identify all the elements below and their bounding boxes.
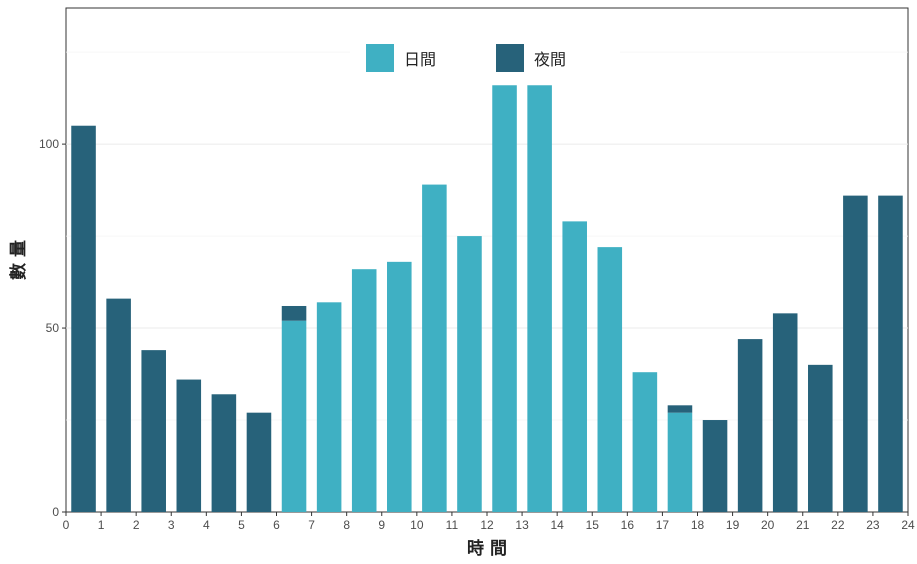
bar-night-3 <box>176 379 202 512</box>
bar-day-16 <box>632 372 658 512</box>
x-tick-label: 1 <box>98 518 105 532</box>
bar-day-9 <box>387 261 412 512</box>
bar-day-13 <box>527 85 552 512</box>
x-tick-label: 5 <box>238 518 245 532</box>
x-tick-label: 21 <box>796 518 810 532</box>
bar-night-19 <box>737 339 763 512</box>
y-tick-label: 50 <box>46 321 60 335</box>
x-tick-label: 11 <box>446 518 459 532</box>
legend-swatch-night <box>496 44 524 72</box>
x-tick-label: 6 <box>273 518 280 532</box>
x-tick-label: 12 <box>480 518 494 532</box>
x-axis-title: 時 間 <box>467 538 507 559</box>
bars <box>71 85 903 513</box>
bar-day-7 <box>316 302 342 512</box>
x-tick-label: 15 <box>586 518 600 532</box>
bar-night-23 <box>878 195 903 513</box>
bar-day-15 <box>597 247 623 512</box>
x-axis: 0 1 2 3 4 5 6 7 8 9 10 11 12 13 14 15 16 17 18 19 20 21 22 23 24 <box>63 512 915 532</box>
bar-day-8 <box>351 269 377 512</box>
bar-day-6 <box>281 320 307 512</box>
plot-panel <box>65 7 909 513</box>
x-tick-label: 2 <box>133 518 140 532</box>
bar-day-17 <box>667 412 693 512</box>
legend-label-day: 日間 <box>404 50 436 69</box>
bar-night-21 <box>808 364 833 512</box>
x-tick-label: 24 <box>901 518 915 532</box>
bar-night-22 <box>843 195 868 513</box>
x-tick-label: 9 <box>378 518 385 532</box>
legend: 日間 夜間 <box>350 38 620 82</box>
x-tick-label: 17 <box>656 518 670 532</box>
bar-night-4 <box>211 394 237 512</box>
x-tick-label: 22 <box>831 518 845 532</box>
bar-night-2 <box>141 350 166 512</box>
x-tick-label: 19 <box>726 518 740 532</box>
bar-night-17 <box>667 405 693 413</box>
x-tick-label: 8 <box>343 518 350 532</box>
x-tick-label: 18 <box>691 518 705 532</box>
bar-night-20 <box>772 313 798 512</box>
bar-night-1 <box>106 298 131 512</box>
bar-night-5 <box>246 412 272 512</box>
legend-swatch-day <box>366 44 394 72</box>
y-tick-label: 0 <box>52 505 59 519</box>
x-tick-label: 20 <box>761 518 775 532</box>
x-tick-label: 14 <box>550 518 564 532</box>
x-tick-label: 13 <box>515 518 529 532</box>
x-tick-label: 4 <box>203 518 210 532</box>
legend-label-night: 夜間 <box>534 50 566 69</box>
y-axis-title: 數 量 <box>8 240 29 280</box>
x-tick-label: 7 <box>308 518 315 532</box>
y-tick-label: 100 <box>39 137 59 151</box>
bar-day-11 <box>457 236 482 512</box>
y-axis: 0 50 100 <box>39 137 66 519</box>
bar-night-6 <box>281 305 307 321</box>
bar-day-12 <box>492 85 517 512</box>
x-tick-label: 23 <box>866 518 880 532</box>
legend-background <box>350 38 620 82</box>
x-tick-label: 10 <box>410 518 424 532</box>
bar-day-10 <box>422 184 447 513</box>
bar-night-18 <box>702 420 728 512</box>
bar-night-0 <box>71 125 96 512</box>
x-tick-label: 3 <box>168 518 175 532</box>
x-tick-label: 16 <box>621 518 635 532</box>
x-tick-label: 0 <box>63 518 70 532</box>
bar-day-14 <box>562 221 587 513</box>
